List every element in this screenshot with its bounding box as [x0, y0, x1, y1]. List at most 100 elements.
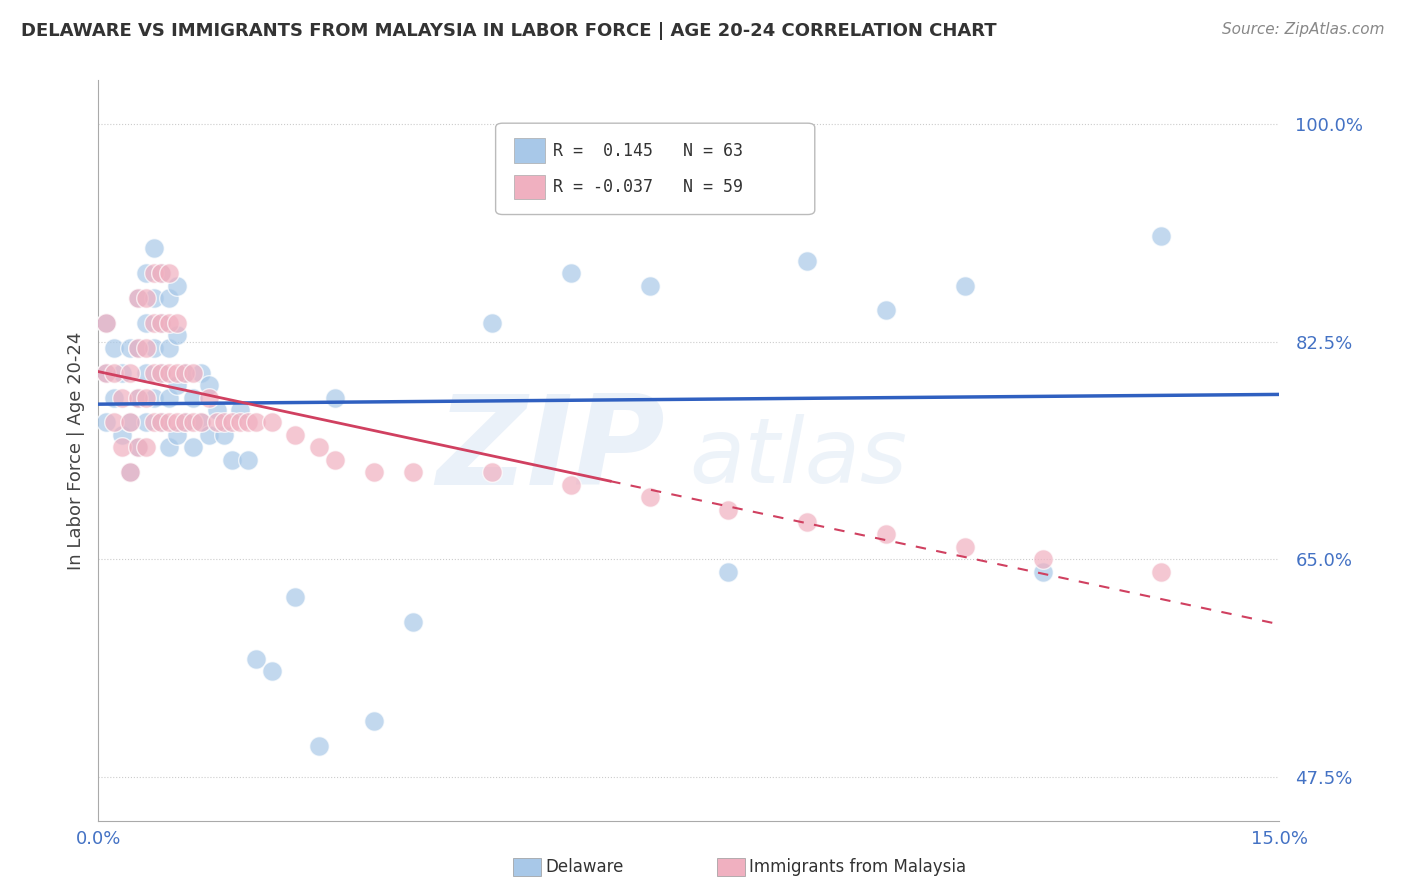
Point: [953, 278, 976, 293]
Point: [150, 316, 173, 330]
Text: Immigrants from Malaysia: Immigrants from Malaysia: [749, 858, 966, 876]
Point: [197, 391, 219, 405]
Y-axis label: In Labor Force | Age 20-24: In Labor Force | Age 20-24: [66, 331, 84, 570]
Point: [166, 316, 188, 330]
Point: [142, 416, 165, 430]
Point: [308, 441, 330, 455]
Point: [953, 540, 976, 554]
Point: [363, 465, 385, 479]
Point: [174, 366, 197, 380]
Point: [142, 266, 165, 280]
Point: [150, 366, 173, 380]
Point: [717, 565, 740, 579]
Point: [150, 366, 173, 380]
Point: [127, 391, 149, 405]
Text: atlas: atlas: [689, 414, 907, 502]
Point: [181, 416, 204, 430]
Point: [111, 391, 134, 405]
Point: [96, 416, 118, 430]
Point: [118, 416, 141, 430]
Point: [142, 366, 165, 380]
Point: [717, 502, 740, 516]
Point: [236, 452, 259, 467]
Point: [205, 416, 228, 430]
Point: [118, 366, 141, 380]
Point: [166, 428, 188, 442]
Point: [157, 366, 180, 380]
Point: [150, 416, 173, 430]
Point: [181, 441, 204, 455]
Point: [135, 291, 157, 305]
Point: [96, 316, 118, 330]
Point: [96, 366, 118, 380]
Point: [197, 428, 219, 442]
Point: [363, 714, 385, 728]
Point: [142, 316, 165, 330]
Point: [245, 652, 267, 666]
Point: [150, 416, 173, 430]
Point: [127, 341, 149, 355]
Point: [142, 341, 165, 355]
Point: [875, 303, 897, 318]
Point: [135, 416, 157, 430]
Point: [150, 266, 173, 280]
Point: [142, 391, 165, 405]
Point: [181, 391, 204, 405]
Point: [796, 253, 818, 268]
Point: [142, 241, 165, 255]
Point: [135, 316, 157, 330]
Point: [135, 266, 157, 280]
Point: [96, 316, 118, 330]
Point: [166, 278, 188, 293]
Point: [166, 328, 188, 343]
Point: [875, 527, 897, 541]
Point: [190, 416, 212, 430]
Point: [135, 441, 157, 455]
Point: [638, 278, 661, 293]
Point: [245, 416, 267, 430]
Point: [402, 465, 425, 479]
Point: [284, 590, 307, 604]
Point: [157, 416, 180, 430]
Point: [560, 266, 582, 280]
Point: [166, 366, 188, 380]
Point: [127, 441, 149, 455]
Point: [103, 341, 125, 355]
Point: [174, 366, 197, 380]
Text: R = -0.037   N = 59: R = -0.037 N = 59: [554, 178, 744, 196]
Point: [118, 416, 141, 430]
Point: [166, 416, 188, 430]
Point: [127, 441, 149, 455]
Text: ZIP: ZIP: [437, 390, 665, 511]
Point: [190, 366, 212, 380]
Point: [157, 441, 180, 455]
Point: [118, 465, 141, 479]
Point: [150, 316, 173, 330]
Point: [166, 378, 188, 392]
Point: [190, 416, 212, 430]
Point: [157, 391, 180, 405]
Point: [260, 416, 283, 430]
Point: [150, 266, 173, 280]
Point: [118, 465, 141, 479]
Point: [481, 316, 503, 330]
Point: [142, 291, 165, 305]
Point: [135, 391, 157, 405]
Point: [260, 665, 283, 679]
Point: [221, 452, 243, 467]
Point: [560, 477, 582, 491]
Text: DELAWARE VS IMMIGRANTS FROM MALAYSIA IN LABOR FORCE | AGE 20-24 CORRELATION CHAR: DELAWARE VS IMMIGRANTS FROM MALAYSIA IN …: [21, 22, 997, 40]
Point: [1032, 552, 1054, 566]
Point: [229, 416, 252, 430]
Point: [135, 366, 157, 380]
Point: [111, 428, 134, 442]
Point: [1032, 565, 1054, 579]
Point: [111, 441, 134, 455]
Text: Delaware: Delaware: [546, 858, 624, 876]
Point: [323, 391, 346, 405]
Point: [481, 465, 503, 479]
Point: [127, 391, 149, 405]
Point: [157, 266, 180, 280]
Point: [103, 416, 125, 430]
Point: [127, 291, 149, 305]
